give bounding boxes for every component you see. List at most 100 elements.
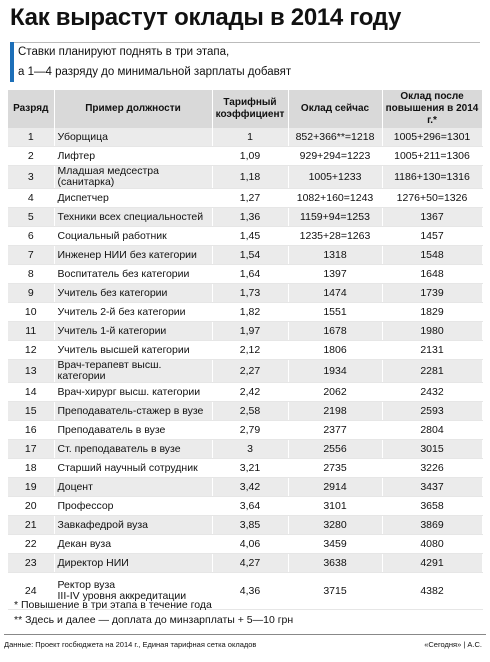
cell-position: Ректор вуза III-IV уровня аккредитации <box>54 572 213 610</box>
cell-salary-now: 1934 <box>288 359 383 383</box>
cell-salary-after: 3869 <box>382 515 483 535</box>
cell-position: Лифтер <box>54 146 213 166</box>
table-row: 10 Учитель 2-й без категории 1,82 1551 1829 <box>8 302 483 322</box>
table-row: 4 Диспетчер 1,27 1082+160=1243 1276+50=1326 <box>8 188 483 208</box>
table-row: 24 Ректор вуза III-IV уровня аккредитации… <box>8 572 483 610</box>
cell-position: Учитель высшей категории <box>54 340 213 360</box>
cell-grade: 13 <box>8 359 55 383</box>
cell-salary-now: 1474 <box>288 283 383 303</box>
cell-grade: 11 <box>8 321 55 341</box>
cell-grade: 12 <box>8 340 55 360</box>
cell-salary-now: 1235+28=1263 <box>288 226 383 246</box>
cell-salary-now: 1678 <box>288 321 383 341</box>
table-row: 13 Врач-терапевт высш. категории 2,27 1934 2… <box>8 359 483 383</box>
cell-coefficient: 1,97 <box>212 321 289 341</box>
cell-coefficient: 3,21 <box>212 458 289 478</box>
cell-salary-now: 1551 <box>288 302 383 322</box>
table-row: 7 Инженер НИИ без категории 1,54 1318 1548 <box>8 245 483 265</box>
cell-position: Врач-терапевт высш. категории <box>54 359 213 383</box>
cell-grade: 2 <box>8 146 55 166</box>
cell-position: Преподаватель-стажер в вузе <box>54 401 213 421</box>
table-row: 22 Декан вуза 4,06 3459 4080 <box>8 534 483 554</box>
cell-position: Декан вуза <box>54 534 213 554</box>
cell-position: Врач-хирург высш. категории <box>54 382 213 402</box>
cell-grade: 23 <box>8 553 55 573</box>
cell-position: Ст. преподаватель в вузе <box>54 439 213 459</box>
footnote-2: ** Здесь и далее — доплата до минзарплат… <box>14 614 294 626</box>
cell-grade: 5 <box>8 207 55 227</box>
cell-position: Воспитатель без категории <box>54 264 213 284</box>
table-row: 5 Техники всех специальностей 1,36 1159+94=… <box>8 207 483 227</box>
cell-coefficient: 3,64 <box>212 496 289 516</box>
source-note: Данные: Проект госбюджета на 2014 г., Ед… <box>4 640 257 649</box>
cell-salary-now: 2735 <box>288 458 383 478</box>
cell-position: Учитель 2-й без категории <box>54 302 213 322</box>
cell-position: Уборщица <box>54 128 213 147</box>
table-row: 19 Доцент 3,42 2914 3437 <box>8 477 483 497</box>
cell-grade: 17 <box>8 439 55 459</box>
cell-grade: 10 <box>8 302 55 322</box>
cell-coefficient: 1,45 <box>212 226 289 246</box>
table-row: 11 Учитель 1-й категории 1,97 1678 1980 <box>8 321 483 341</box>
cell-salary-now: 2914 <box>288 477 383 497</box>
cell-salary-now: 3101 <box>288 496 383 516</box>
cell-salary-after: 4382 <box>382 572 483 610</box>
cell-position: Социальный работник <box>54 226 213 246</box>
cell-salary-after: 3437 <box>382 477 483 497</box>
cell-salary-after: 1739 <box>382 283 483 303</box>
cell-coefficient: 4,36 <box>212 572 289 610</box>
cell-salary-now: 2062 <box>288 382 383 402</box>
header-salary-after: Оклад после повышения в 2014 г.* <box>382 90 483 128</box>
cell-salary-after: 2131 <box>382 340 483 360</box>
cell-grade: 19 <box>8 477 55 497</box>
cell-coefficient: 2,58 <box>212 401 289 421</box>
cell-position: Профессор <box>54 496 213 516</box>
cell-position: Учитель 1-й категории <box>54 321 213 341</box>
cell-salary-after: 3658 <box>382 496 483 516</box>
header-salary-now: Оклад сейчас <box>288 90 383 128</box>
cell-coefficient: 1,09 <box>212 146 289 166</box>
cell-grade: 9 <box>8 283 55 303</box>
table-row: 14 Врач-хирург высш. категории 2,42 2062 243… <box>8 382 483 402</box>
title-divider <box>10 42 480 43</box>
footer-divider <box>4 634 486 635</box>
cell-coefficient: 1,54 <box>212 245 289 265</box>
header-grade: Разряд <box>8 90 55 128</box>
cell-coefficient: 3 <box>212 439 289 459</box>
subtitle: Ставки планируют поднять в три этапа, а … <box>18 42 291 82</box>
cell-coefficient: 1,18 <box>212 165 289 189</box>
cell-grade: 1 <box>8 128 55 147</box>
cell-grade: 24 <box>8 572 55 610</box>
cell-grade: 7 <box>8 245 55 265</box>
cell-grade: 21 <box>8 515 55 535</box>
table-row: 2 Лифтер 1,09 929+294=1223 1005+211=1306 <box>8 146 483 166</box>
cell-position: Старший научный сотрудник <box>54 458 213 478</box>
cell-salary-now: 2377 <box>288 420 383 440</box>
cell-salary-now: 1397 <box>288 264 383 284</box>
cell-salary-now: 2198 <box>288 401 383 421</box>
cell-grade: 4 <box>8 188 55 208</box>
cell-salary-now: 929+294=1223 <box>288 146 383 166</box>
cell-grade: 22 <box>8 534 55 554</box>
table-row: 23 Директор НИИ 4,27 3638 4291 <box>8 553 483 573</box>
table-row: 6 Социальный работник 1,45 1235+28=1263 1457 <box>8 226 483 246</box>
cell-coefficient: 1,82 <box>212 302 289 322</box>
cell-position: Преподаватель в вузе <box>54 420 213 440</box>
cell-grade: 14 <box>8 382 55 402</box>
cell-salary-now: 3715 <box>288 572 383 610</box>
salary-table: Разряд Пример должности Тарифный коэффиц… <box>8 90 483 610</box>
table-row: 3 Младшая медсестра (санитарка) 1,18 1005+1… <box>8 165 483 189</box>
cell-coefficient: 1,36 <box>212 207 289 227</box>
cell-grade: 18 <box>8 458 55 478</box>
cell-salary-after: 3015 <box>382 439 483 459</box>
cell-salary-after: 1548 <box>382 245 483 265</box>
table-row: 15 Преподаватель-стажер в вузе 2,58 2198 259… <box>8 401 483 421</box>
cell-salary-after: 1980 <box>382 321 483 341</box>
cell-position: Учитель без категории <box>54 283 213 303</box>
cell-position: Техники всех специальностей <box>54 207 213 227</box>
table-row: 18 Старший научный сотрудник 3,21 2735 3226 <box>8 458 483 478</box>
cell-salary-after: 1005+211=1306 <box>382 146 483 166</box>
cell-salary-now: 1318 <box>288 245 383 265</box>
cell-salary-now: 1082+160=1243 <box>288 188 383 208</box>
cell-coefficient: 1,73 <box>212 283 289 303</box>
